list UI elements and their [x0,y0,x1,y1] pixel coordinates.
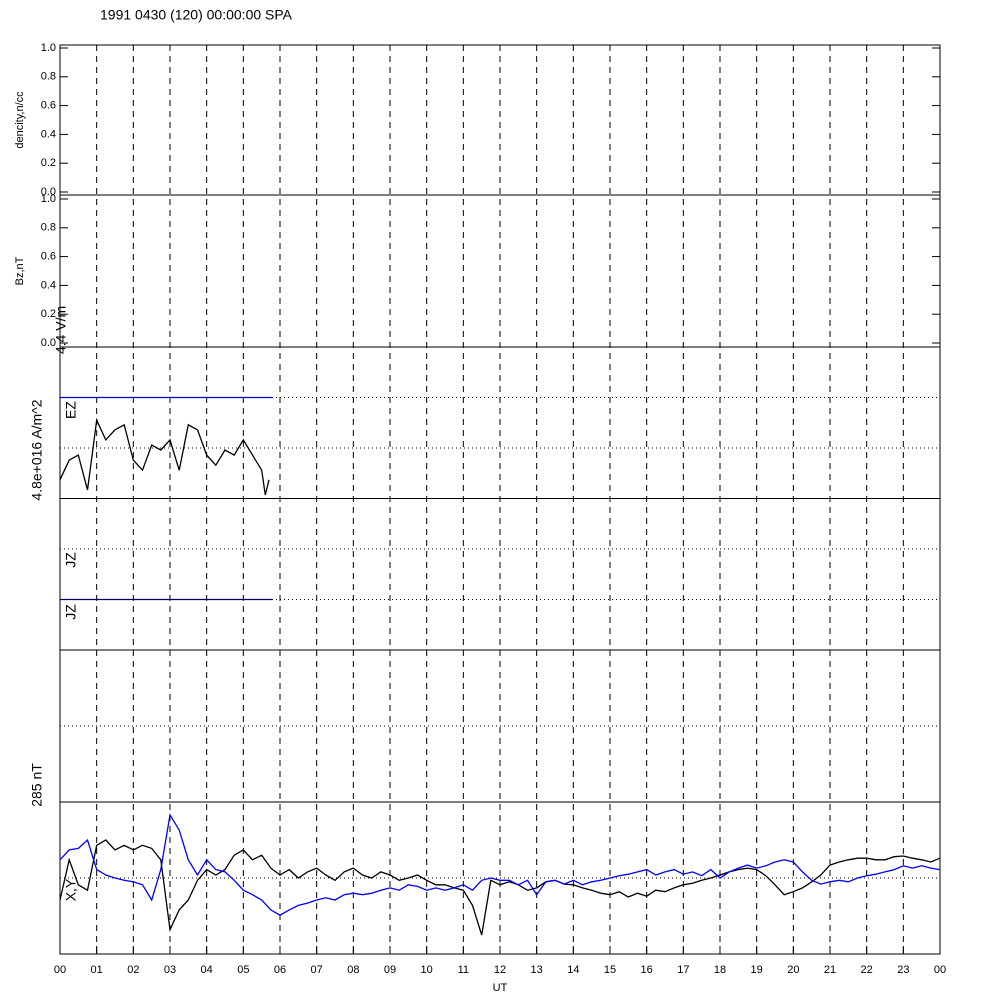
y-tick-label: 1.0 [41,193,56,205]
x-tick-label: 17 [677,964,689,976]
x-tick-label: 05 [237,964,249,976]
y-tick-label: 0.2 [41,308,56,320]
y-axis-label: 4.8e+016 A/m^2 [29,399,45,500]
series-label: JZ [63,552,79,568]
x-tick-label: 22 [861,964,873,976]
x-tick-label: 07 [311,964,323,976]
series-label: JZ [63,604,79,620]
x-tick-label: 19 [751,964,763,976]
x-tick-label: 14 [567,964,579,976]
y-tick-label: 0.2 [41,157,56,169]
x-tick-label: 20 [787,964,799,976]
y-axis-label: Bz,nT [14,256,26,285]
x-tick-label: 10 [421,964,433,976]
x-tick-label: 18 [714,964,726,976]
x-tick-label: 06 [274,964,286,976]
y-tick-label: 0.8 [41,71,56,83]
x-tick-label: 08 [347,964,359,976]
y-tick-label: 0.6 [41,100,56,112]
x-tick-label: 16 [641,964,653,976]
scale-label: 4.4 V/m [53,306,69,354]
series-line [59,813,941,916]
x-tick-label: 21 [824,964,836,976]
x-tick-label: 15 [604,964,616,976]
x-tick-label: 03 [164,964,176,976]
series-label: EZ [63,401,79,419]
y-tick-label: 0.0 [41,186,56,198]
y-axis-label: dencity,n/cc [14,91,26,149]
x-tick-label: 00 [54,964,66,976]
panel-label: X,Y [63,878,79,901]
series-line [59,839,941,936]
x-tick-label: 11 [458,964,469,976]
x-tick-label: 09 [384,964,396,976]
y-tick-label: 1.0 [41,42,56,54]
y-axis-label: 285 nT [29,763,45,807]
chart-title: 1991 0430 (120) 00:00:00 SPA [100,7,293,23]
y-tick-label: 0.4 [41,279,56,291]
x-tick-label: 01 [91,964,103,976]
x-tick-label: 04 [201,964,213,976]
x-tick-label: 12 [494,964,506,976]
y-tick-label: 0.6 [41,251,56,263]
x-tick-label: 13 [531,964,543,976]
y-tick-label: 0.0 [41,337,56,349]
x-tick-label: 02 [127,964,139,976]
x-axis-label: UT [493,982,508,994]
y-tick-label: 0.8 [41,222,56,234]
y-tick-label: 0.4 [41,128,56,140]
x-tick-label: 23 [897,964,909,976]
series-line [59,417,270,496]
x-tick-label: 00 [934,964,946,976]
